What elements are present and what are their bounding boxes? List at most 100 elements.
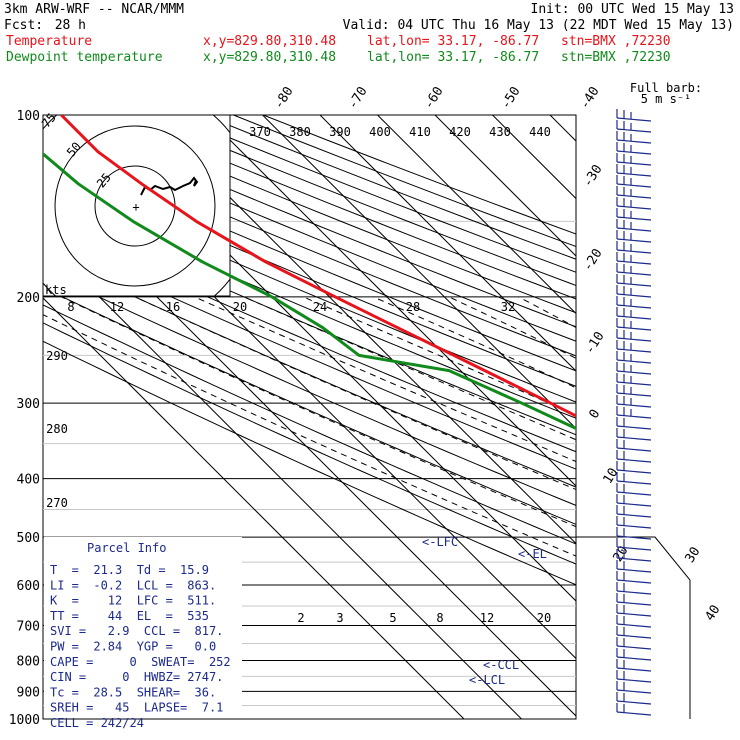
dry-adiabat-line	[43, 322, 576, 565]
wind-barb	[616, 120, 652, 133]
pressure-tick-label: 900	[17, 685, 40, 700]
parcel-info-row: SVI = 2.9 CCL = 817.	[50, 624, 223, 638]
isotherm-line	[492, 115, 576, 200]
wind-barb	[616, 263, 652, 276]
wind-barb	[616, 307, 652, 320]
dry-adiabat-line	[43, 287, 576, 525]
fcst-value: 28 h	[55, 18, 86, 33]
wind-barb	[616, 670, 652, 683]
hodograph-units: kts	[45, 283, 67, 297]
wind-barb	[616, 582, 652, 595]
moist-adiabats	[43, 296, 576, 557]
dry-adiabat-label: 280	[46, 422, 68, 436]
parcel-info-bg	[44, 537, 242, 718]
level-marker: <-LFC	[422, 535, 458, 549]
moist-adiabat-line	[302, 296, 576, 416]
mixing-ratio-label: 5	[389, 611, 396, 625]
mixing-ratio-label: 3	[336, 611, 343, 625]
isotherm-label: 20	[611, 544, 632, 565]
isotherm-label: -60	[421, 84, 446, 112]
wind-barb	[616, 219, 652, 232]
wind-barb	[616, 109, 652, 122]
wind-barb	[616, 538, 652, 551]
wind-barb	[616, 439, 652, 452]
wind-barb	[616, 681, 652, 694]
isotherm-line	[377, 115, 576, 315]
moist-adiabat-line	[243, 296, 576, 441]
dry-adiabat-line	[43, 222, 576, 453]
level-marker: <-LCL	[469, 673, 505, 687]
wind-barb	[616, 318, 652, 331]
mixing-ratio-label: 20	[537, 611, 551, 625]
mixing-ratio-label: 8	[436, 611, 443, 625]
dew-legend-latlon: lat,lon= 33.17, -86.77	[367, 50, 539, 65]
wind-barb	[616, 692, 652, 705]
isotherm-label: -40	[577, 84, 602, 112]
isotherm-line	[723, 115, 740, 719]
hodograph-frame	[42, 114, 231, 297]
temperature-profile	[60, 115, 576, 418]
pressure-tick-label: 300	[17, 397, 40, 412]
wind-barb	[616, 164, 652, 177]
wind-barb	[616, 516, 652, 529]
dew-legend-xy: x,y=829.80,310.48	[203, 50, 336, 65]
wind-barb	[616, 131, 652, 144]
wind-barb	[616, 230, 652, 243]
isotherm-label: 10	[601, 466, 622, 487]
wind-barb	[616, 450, 652, 463]
theta-e-label: 400	[369, 125, 391, 139]
isotherm-label: -70	[345, 84, 370, 112]
wind-barb	[616, 395, 652, 408]
dry-adiabat-line	[43, 177, 576, 403]
wind-barb	[616, 571, 652, 584]
isotherm-label: -10	[582, 329, 607, 357]
parcel-info-row: TT = 44 EL = 535	[50, 609, 209, 623]
wind-barb	[616, 384, 652, 397]
mixing-ratio-label: 24	[313, 300, 327, 314]
isotherm-label: 30	[683, 545, 704, 566]
parcel-info-title: Parcel Info	[87, 541, 166, 555]
wind-barb	[616, 274, 652, 287]
moist-adiabat-line	[43, 314, 576, 557]
wind-barb	[616, 604, 652, 617]
parcel-info-row: CIN = 0 HWBZ= 2747.	[50, 670, 223, 684]
isotherm-line	[204, 115, 576, 487]
parcel-info-row: T = 21.3 Td = 15.9	[50, 563, 209, 577]
frame-extension	[576, 536, 691, 719]
wind-barb	[616, 428, 652, 441]
theta-e-label: 370	[249, 125, 271, 139]
pressure-tick-label: 100	[17, 109, 40, 124]
moist-adiabat-line	[134, 296, 576, 491]
mixing-ratio-label: 2	[297, 611, 304, 625]
dry-adiabat-line	[43, 163, 576, 387]
dry-adiabat-line	[43, 304, 576, 545]
dry-adiabat-label: 290	[46, 349, 68, 363]
wind-legend-line2: 5 m s⁻¹	[641, 92, 692, 106]
pressure-tick-label: 800	[17, 654, 40, 669]
parcel-info-row: CAPE = 0 SWEAT= 252	[50, 655, 231, 669]
dry-adiabat-line	[43, 149, 576, 372]
wind-barb	[616, 406, 652, 419]
pressure-tick-label: 200	[17, 291, 40, 306]
parcel-info-row: LI = -0.2 LCL = 863.	[50, 578, 216, 592]
hodograph-ring-50	[54, 125, 216, 287]
isotherm-label: 40	[703, 603, 724, 624]
theta-e-label: 420	[449, 125, 471, 139]
wind-barb	[616, 241, 652, 254]
isotherm-label: -20	[580, 246, 605, 274]
isotherm-line	[665, 115, 740, 719]
wind-legend-line1: Full barb:	[630, 81, 702, 95]
mixing-ratio-label: 16	[166, 300, 180, 314]
init-time: Init: 00 UTC Wed 15 May 13	[531, 2, 735, 17]
wind-barb	[616, 351, 652, 364]
temp-legend-stn: stn=BMX ,72230	[561, 34, 671, 49]
dry-adiabat-line	[43, 237, 576, 470]
isotherm-label: -30	[580, 162, 605, 190]
wind-barb	[616, 175, 652, 188]
wind-barb	[616, 373, 652, 386]
profiles	[43, 115, 576, 431]
dewpoint-profile	[43, 151, 576, 431]
dry-adiabat-line	[43, 340, 576, 586]
dry-adiabat-line	[43, 270, 576, 506]
wind-barb	[616, 417, 652, 430]
